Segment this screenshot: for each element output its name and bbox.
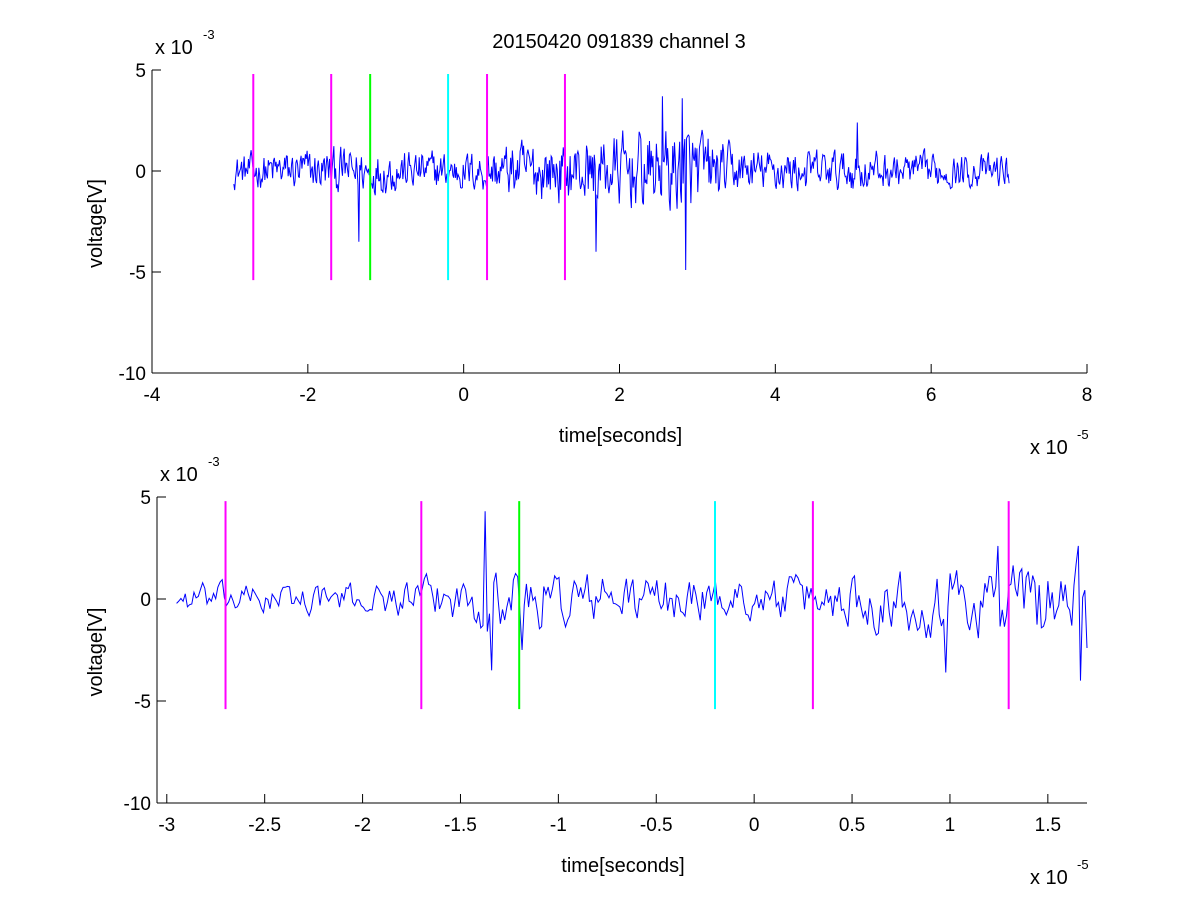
y-exponent-power: -3: [203, 27, 215, 42]
x-tick-label: 1.5: [1035, 815, 1061, 836]
y-tick-label: 0: [140, 590, 151, 611]
x-tick-label: 4: [770, 385, 781, 406]
y-tick-label: -5: [129, 263, 146, 284]
signal-trace: [233, 96, 1010, 270]
bottom-plot-panel: -3 -2.5 -2 -1.5 -1 -0.5 0 0.5 1 1.5 -10 -5 0 5 time[se…: [85, 454, 1089, 889]
x-tick-label: 0: [458, 385, 469, 406]
y-axis-title: voltage[V]: [85, 179, 107, 268]
x-exponent-label: x 10: [1030, 437, 1068, 459]
x-tick-label: 2: [614, 385, 625, 406]
y-exponent-label: x 10: [155, 37, 193, 59]
y-exponent-label: x 10: [160, 464, 198, 486]
x-tick-label: -1.5: [444, 815, 477, 836]
x-axis-title: time[seconds]: [561, 855, 684, 877]
x-tick-label: 1: [945, 815, 956, 836]
x-tick-label: 0.5: [839, 815, 865, 836]
x-exponent-label: x 10: [1030, 867, 1068, 889]
y-tick-label: -10: [119, 364, 146, 385]
figure-title: 20150420 091839 channel 3: [492, 31, 746, 53]
x-tick-label: -0.5: [640, 815, 673, 836]
x-tick-label: -4: [144, 385, 161, 406]
x-tick-label: 8: [1082, 385, 1093, 406]
y-axis-title: voltage[V]: [85, 608, 107, 697]
x-exponent-power: -5: [1077, 857, 1089, 872]
x-tick-label: -2: [299, 385, 316, 406]
y-tick-label: -10: [124, 794, 151, 815]
x-tick-label: -2: [354, 815, 371, 836]
signal-trace: [176, 511, 1088, 681]
y-tick-label: 0: [135, 162, 146, 183]
x-tick-label: -2.5: [248, 815, 281, 836]
y-tick-label: 5: [135, 61, 146, 82]
x-tick-label: 0: [749, 815, 760, 836]
x-tick-label: -1: [550, 815, 567, 836]
x-exponent-power: -5: [1077, 427, 1089, 442]
y-tick-label: 5: [140, 488, 151, 509]
y-exponent-power: -3: [208, 454, 220, 469]
x-tick-label: -3: [158, 815, 175, 836]
y-tick-label: -5: [134, 692, 151, 713]
top-plot-panel: -4 -2 0 2 4 6 8 -10 -5 0 5 time[seconds] voltage[V] x…: [85, 27, 1092, 459]
x-axis-title: time[seconds]: [559, 425, 682, 447]
x-tick-label: 6: [926, 385, 937, 406]
